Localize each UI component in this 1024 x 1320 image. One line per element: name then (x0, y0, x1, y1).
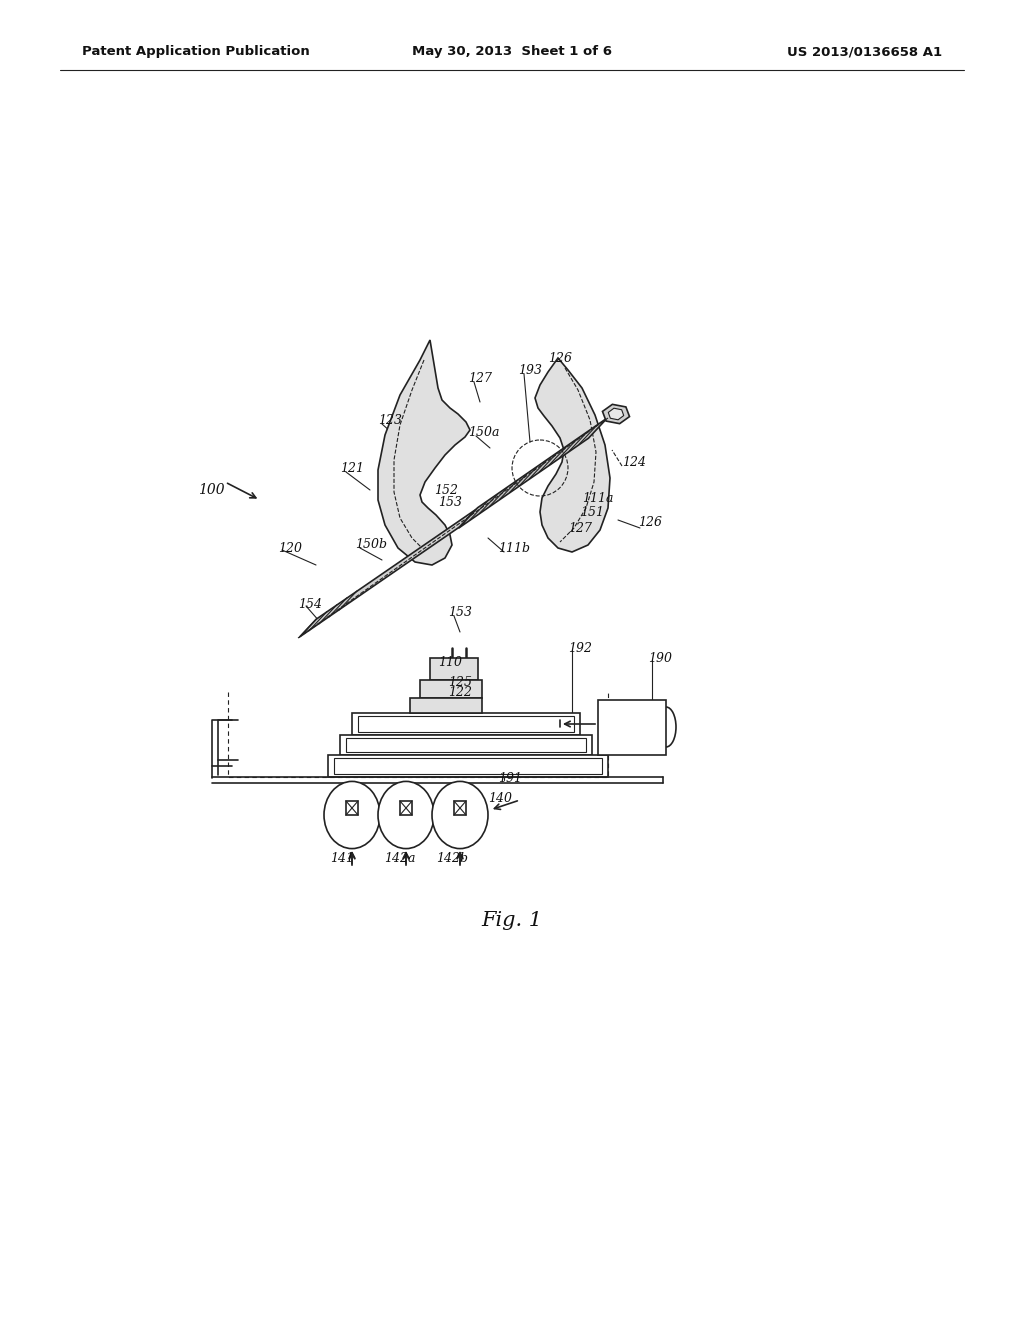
Text: US 2013/0136658 A1: US 2013/0136658 A1 (786, 45, 942, 58)
Bar (352, 713, 580, 735)
Bar (400, 801, 412, 814)
Polygon shape (300, 510, 476, 636)
Text: May 30, 2013  Sheet 1 of 6: May 30, 2013 Sheet 1 of 6 (412, 45, 612, 58)
Text: 111b: 111b (498, 541, 530, 554)
Bar (334, 758, 602, 774)
Text: 123: 123 (378, 413, 402, 426)
Text: 142a: 142a (384, 851, 416, 865)
Text: 121: 121 (340, 462, 364, 474)
Text: 124: 124 (622, 455, 646, 469)
Text: Patent Application Publication: Patent Application Publication (82, 45, 309, 58)
Text: 100: 100 (198, 483, 224, 498)
Text: 110: 110 (438, 656, 462, 668)
Text: 125: 125 (449, 676, 472, 689)
Text: 152: 152 (434, 483, 458, 496)
Text: 140: 140 (488, 792, 512, 804)
Bar (598, 700, 666, 755)
Polygon shape (459, 417, 607, 528)
Bar (346, 738, 586, 752)
Bar (358, 715, 574, 733)
Text: 153: 153 (438, 495, 462, 508)
Bar (420, 680, 482, 698)
Text: 151: 151 (580, 506, 604, 519)
Polygon shape (608, 408, 624, 420)
Text: 127: 127 (468, 371, 492, 384)
Bar (346, 801, 358, 814)
Polygon shape (378, 341, 470, 565)
Ellipse shape (432, 781, 488, 849)
Text: 142b: 142b (436, 851, 468, 865)
Text: 150b: 150b (355, 539, 387, 552)
Bar (454, 801, 466, 814)
Text: 192: 192 (568, 642, 592, 655)
Bar (430, 657, 478, 680)
Text: 153: 153 (449, 606, 472, 619)
Text: 193: 193 (518, 363, 542, 376)
Ellipse shape (324, 781, 380, 849)
Text: 126: 126 (638, 516, 662, 528)
Text: 154: 154 (298, 598, 322, 611)
Text: 126: 126 (548, 351, 572, 364)
Text: 150a: 150a (468, 425, 500, 438)
Polygon shape (602, 404, 630, 424)
Bar (340, 735, 592, 755)
Text: 111a: 111a (582, 491, 613, 504)
Polygon shape (535, 358, 610, 552)
Bar (410, 698, 482, 713)
Ellipse shape (378, 781, 434, 849)
Text: Fig. 1: Fig. 1 (481, 911, 543, 929)
Text: 141: 141 (330, 851, 354, 865)
Text: 190: 190 (648, 652, 672, 664)
Text: 120: 120 (278, 541, 302, 554)
Text: 127: 127 (568, 521, 592, 535)
Bar (328, 755, 608, 777)
Text: 191: 191 (498, 771, 522, 784)
Text: 122: 122 (449, 685, 472, 698)
